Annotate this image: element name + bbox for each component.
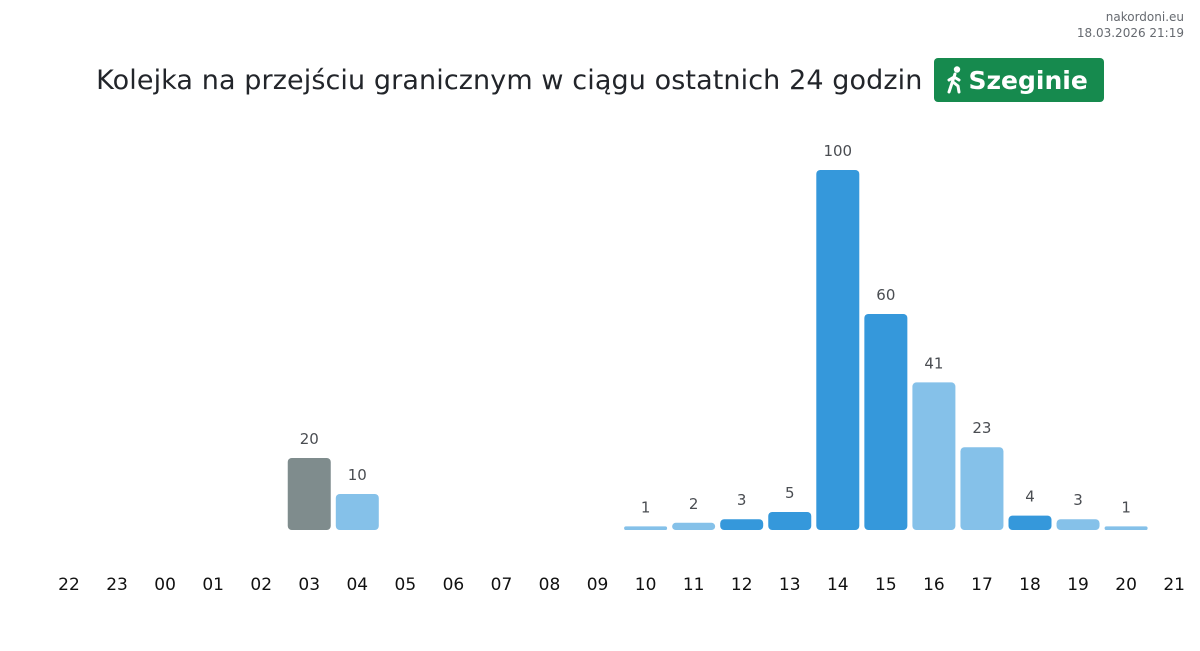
- x-tick-label: 01: [202, 575, 224, 595]
- x-tick-label: 13: [779, 575, 801, 595]
- x-tick-label: 16: [923, 575, 945, 595]
- x-tick-label: 08: [539, 575, 561, 595]
- bar-value-label: 100: [823, 142, 852, 160]
- bar-value-label: 41: [924, 354, 943, 372]
- bar[interactable]: [1104, 526, 1148, 530]
- x-tick-label: 00: [154, 575, 176, 595]
- bar-value-label: 5: [785, 484, 795, 502]
- bar[interactable]: [912, 382, 956, 530]
- bar-value-label: 23: [972, 419, 991, 437]
- bar[interactable]: [1056, 519, 1100, 530]
- page-title: Kolejka na przejściu granicznym w ciągu …: [96, 64, 923, 96]
- timestamp: 18.03.2026 21:19: [1076, 26, 1184, 40]
- site-meta: nakordoni.eu 18.03.2026 21:19: [1077, 9, 1184, 41]
- bar[interactable]: [1008, 515, 1052, 530]
- crossing-badge[interactable]: Szeginie: [933, 58, 1104, 102]
- x-tick-label: 10: [635, 575, 657, 595]
- bar[interactable]: [960, 447, 1004, 530]
- site-name: nakordoni.eu: [1105, 10, 1184, 24]
- bar-value-label: 3: [737, 491, 747, 509]
- x-tick-label: 03: [298, 575, 320, 595]
- x-tick-label: 05: [395, 575, 417, 595]
- bar-value-label: 3: [1073, 491, 1083, 509]
- x-tick-label: 06: [443, 575, 465, 595]
- x-tick-label: 17: [971, 575, 993, 595]
- x-tick-label: 04: [346, 575, 368, 595]
- bar[interactable]: [287, 458, 331, 530]
- bar-value-label: 2: [689, 495, 699, 513]
- bar-value-label: 4: [1025, 488, 1035, 506]
- x-tick-label: 23: [106, 575, 128, 595]
- bar[interactable]: [624, 526, 668, 530]
- x-tick-label: 18: [1019, 575, 1041, 595]
- x-tick-label: 11: [683, 575, 705, 595]
- bar[interactable]: [720, 519, 764, 530]
- x-tick-label: 02: [250, 575, 272, 595]
- bar-value-label: 1: [641, 498, 651, 516]
- x-tick-label: 14: [827, 575, 849, 595]
- x-tick-label: 07: [491, 575, 513, 595]
- x-tick-label: 20: [1115, 575, 1137, 595]
- bar[interactable]: [816, 170, 860, 530]
- x-tick-label: 21: [1163, 575, 1185, 595]
- bar[interactable]: [864, 314, 908, 530]
- bar[interactable]: [335, 494, 379, 530]
- pedestrian-icon: [947, 66, 960, 94]
- bar-value-label: 1: [1121, 498, 1131, 516]
- x-tick-label: 22: [58, 575, 80, 595]
- x-tick-label: 15: [875, 575, 897, 595]
- title-row: Kolejka na przejściu granicznym w ciągu …: [0, 58, 1200, 102]
- bar-value-label: 60: [876, 286, 895, 304]
- x-tick-label: 19: [1067, 575, 1089, 595]
- badge-label: Szeginie: [968, 65, 1088, 95]
- bar-value-label: 20: [300, 430, 319, 448]
- bar[interactable]: [672, 522, 716, 530]
- x-tick-label: 09: [587, 575, 609, 595]
- x-tick-label: 12: [731, 575, 753, 595]
- bar[interactable]: [768, 512, 812, 530]
- bar-value-label: 10: [348, 466, 367, 484]
